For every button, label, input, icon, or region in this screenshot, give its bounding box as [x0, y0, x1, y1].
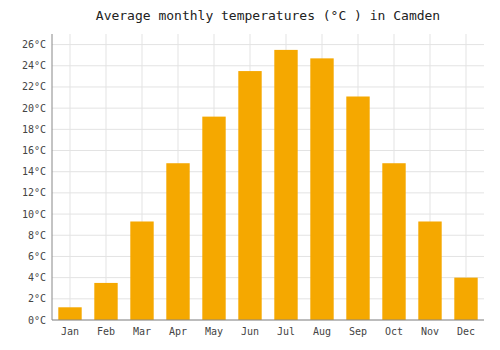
y-grid-line	[52, 129, 484, 130]
y-tick-label: 16°C	[22, 145, 46, 156]
bar	[202, 117, 225, 320]
y-grid-line	[52, 320, 484, 321]
y-tick-label: 0°C	[28, 315, 46, 326]
x-grid-line	[106, 34, 107, 320]
x-axis: Jan Feb Mar Apr May Jun Jul Aug Sep Oct Nov Dec	[61, 34, 475, 337]
x-tick-label: Jan	[61, 326, 79, 337]
bar	[130, 221, 153, 320]
y-tick-label: 18°C	[22, 124, 46, 135]
y-axis-line	[52, 34, 53, 320]
bar	[454, 278, 477, 320]
y-grid-line	[52, 86, 484, 87]
y-grid-line	[52, 150, 484, 151]
y-tick-label: 6°C	[28, 251, 46, 262]
x-axis-line	[52, 320, 484, 321]
x-tick-label: Feb	[97, 326, 115, 337]
x-tick-label: Mar	[133, 326, 151, 337]
y-tick-label: 10°C	[22, 209, 46, 220]
x-tick-label: May	[205, 326, 223, 337]
bar	[94, 283, 117, 320]
y-grid-line	[52, 44, 484, 45]
bar	[310, 58, 333, 320]
x-tick-label: Nov	[421, 326, 439, 337]
x-tick-label: Jul	[277, 326, 295, 337]
y-grid-line	[52, 192, 484, 193]
y-tick-label: 12°C	[22, 187, 46, 198]
bar	[382, 163, 405, 320]
bar	[418, 221, 441, 320]
y-tick-label: 22°C	[22, 81, 46, 92]
bar	[346, 96, 369, 320]
bar	[274, 50, 297, 320]
y-grid-line	[52, 214, 484, 215]
y-tick-label: 20°C	[22, 103, 46, 114]
chart-container: 0°C 2°C 4°C 6°C 8°C 10°C 12°C 14°C 16°C 18°C 20°C 2…	[0, 0, 500, 350]
x-tick-label: Jun	[241, 326, 259, 337]
x-grid-line	[466, 34, 467, 320]
bar	[166, 163, 189, 320]
x-tick-label: Apr	[169, 326, 187, 337]
x-tick-label: Aug	[313, 326, 331, 337]
bar	[238, 71, 261, 320]
x-tick-label: Dec	[457, 326, 475, 337]
y-tick-label: 14°C	[22, 166, 46, 177]
title: Average monthly temperatures (°C ) in Ca…	[96, 8, 440, 23]
bars	[58, 50, 477, 320]
y-grid-line	[52, 108, 484, 109]
y-axis: 0°C 2°C 4°C 6°C 8°C 10°C 12°C 14°C 16°C 18°C 20°C 2…	[22, 39, 484, 325]
y-tick-label: 26°C	[22, 39, 46, 50]
y-tick-label: 4°C	[28, 272, 46, 283]
x-tick-label: Oct	[385, 326, 403, 337]
x-tick-label: Sep	[349, 326, 367, 337]
y-tick-label: 2°C	[28, 293, 46, 304]
y-grid-line	[52, 171, 484, 172]
x-grid-line	[70, 34, 71, 320]
y-tick-label: 24°C	[22, 60, 46, 71]
bar	[58, 307, 81, 320]
y-grid-line	[52, 65, 484, 66]
y-tick-label: 8°C	[28, 230, 46, 241]
chart: 0°C 2°C 4°C 6°C 8°C 10°C 12°C 14°C 16°C 18°C 20°C 2…	[0, 0, 500, 350]
